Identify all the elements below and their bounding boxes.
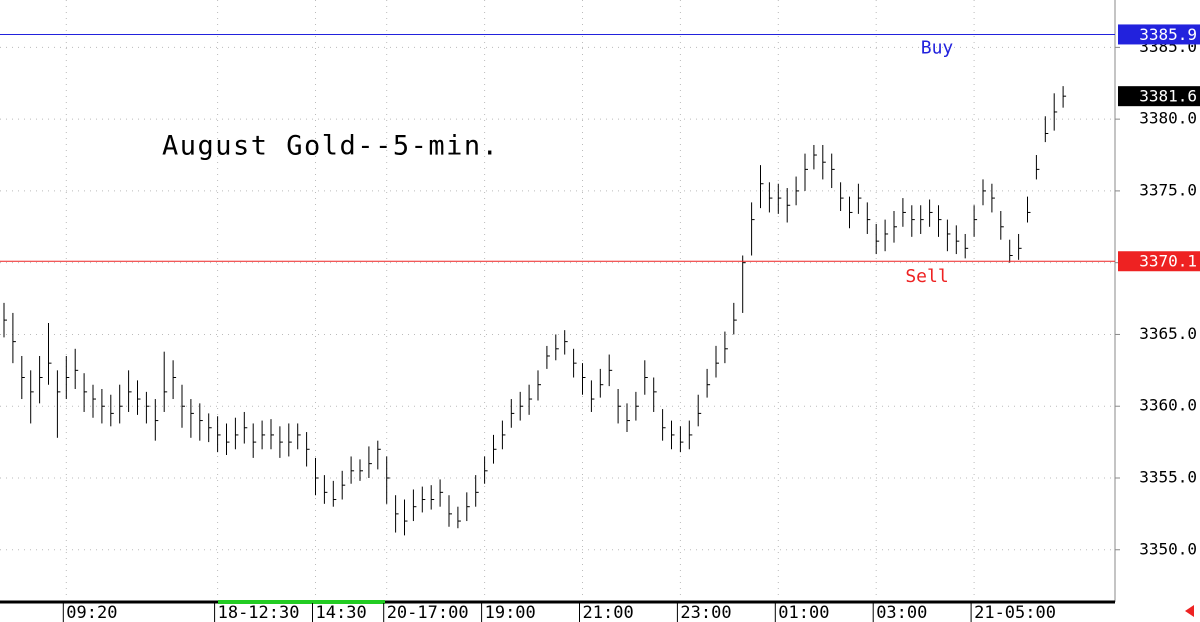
- x-tick-label: 01:00: [778, 603, 829, 622]
- level-price-label: 3370.1: [1139, 252, 1197, 271]
- y-tick-label: 3365.0: [1139, 324, 1197, 343]
- x-tick-label: 23:00: [680, 603, 731, 622]
- x-tick-label: 18-12:30: [218, 603, 300, 622]
- x-tick-label: 14:30: [316, 603, 367, 622]
- y-tick-label: 3360.0: [1139, 396, 1197, 415]
- session-marker: [218, 600, 385, 604]
- x-tick-label: 20-17:00: [387, 603, 469, 622]
- chart-title: August Gold--5-min.: [162, 131, 499, 162]
- level-price-label: 3385.9: [1139, 25, 1197, 44]
- x-tick-label: 21:00: [583, 603, 634, 622]
- level-price-box: [1118, 24, 1200, 45]
- y-tick-label: 3375.0: [1139, 180, 1197, 199]
- last-price-label: 3381.6: [1139, 87, 1197, 106]
- y-tick-label: 3380.0: [1139, 109, 1197, 128]
- last-price-box: [1118, 86, 1200, 107]
- level-label: Buy: [921, 37, 954, 58]
- scroll-arrow: [1185, 605, 1194, 617]
- x-tick-label: 19:00: [485, 603, 536, 622]
- y-tick-label: 3355.0: [1139, 467, 1197, 486]
- x-tick-label: 21-05:00: [974, 603, 1056, 622]
- x-tick-label: 09:20: [66, 603, 117, 622]
- y-tick-label: 3350.0: [1139, 539, 1197, 558]
- level-label: Sell: [905, 266, 948, 287]
- x-tick-label: 03:00: [876, 603, 927, 622]
- level-price-box: [1118, 251, 1200, 272]
